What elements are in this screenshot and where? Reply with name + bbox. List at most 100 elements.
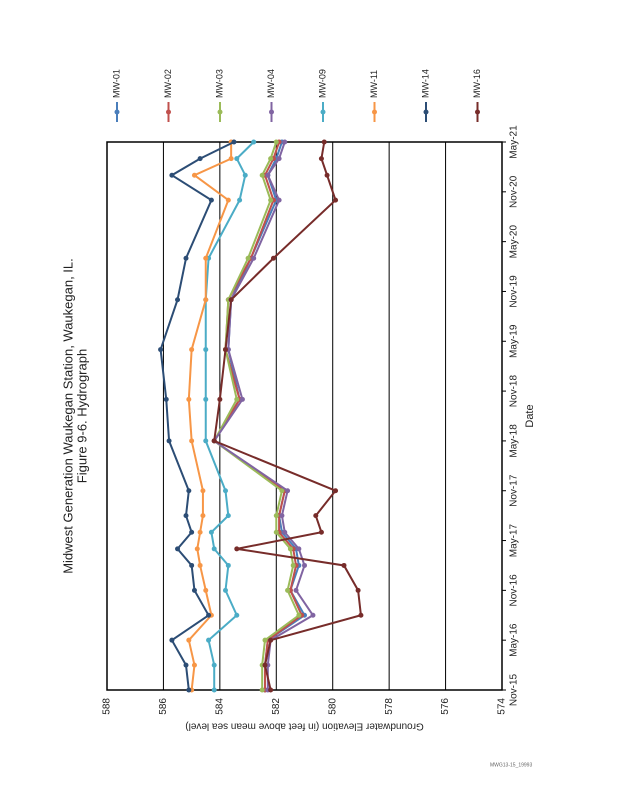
data-point bbox=[341, 562, 347, 568]
legend-marker bbox=[423, 109, 429, 115]
data-point bbox=[183, 513, 189, 519]
data-point bbox=[223, 488, 228, 494]
data-point bbox=[268, 687, 274, 693]
plot-border bbox=[106, 141, 503, 691]
data-point bbox=[279, 513, 285, 519]
data-point bbox=[194, 546, 200, 552]
legend-marker bbox=[475, 109, 480, 115]
data-point bbox=[203, 396, 209, 402]
x-tick-label: May-17 bbox=[509, 523, 520, 557]
data-point bbox=[324, 172, 330, 178]
legend-label: MW-11 bbox=[369, 70, 379, 98]
data-point bbox=[287, 546, 293, 552]
data-point bbox=[225, 197, 231, 203]
x-tick-label: Nov-17 bbox=[509, 474, 520, 507]
legend-label: MW-14 bbox=[420, 69, 430, 98]
legend-marker bbox=[320, 109, 326, 115]
data-point bbox=[318, 156, 324, 162]
data-point bbox=[276, 197, 282, 203]
data-point bbox=[234, 396, 240, 402]
y-tick-label: 574 bbox=[497, 698, 508, 715]
x-tick-label: Nov-18 bbox=[509, 375, 520, 408]
data-point bbox=[302, 562, 307, 568]
data-point bbox=[282, 529, 288, 535]
data-point bbox=[200, 488, 206, 494]
data-point bbox=[206, 637, 212, 643]
data-point bbox=[245, 255, 251, 261]
data-point bbox=[223, 347, 228, 353]
data-point bbox=[251, 255, 257, 261]
data-point bbox=[282, 139, 288, 145]
y-tick-label: 578 bbox=[384, 698, 395, 715]
data-point bbox=[296, 612, 302, 618]
data-point bbox=[268, 197, 274, 203]
data-point bbox=[186, 488, 192, 494]
data-point bbox=[183, 662, 189, 668]
data-point bbox=[186, 687, 192, 693]
data-point bbox=[208, 197, 214, 203]
chart-title: Figure 9-6. Hydrograph bbox=[74, 349, 89, 483]
legend-marker bbox=[166, 109, 171, 115]
data-point bbox=[186, 637, 192, 643]
data-point bbox=[293, 587, 299, 593]
data-point bbox=[242, 172, 248, 178]
data-point bbox=[239, 396, 245, 402]
y-tick-label: 584 bbox=[214, 698, 225, 715]
x-tick-label: Nov-20 bbox=[509, 175, 520, 208]
y-axis-label: Groundwater Elevation (in feet above mea… bbox=[185, 720, 423, 731]
data-point bbox=[313, 513, 319, 519]
data-point bbox=[285, 488, 291, 494]
y-tick-label: 582 bbox=[271, 698, 282, 715]
data-point bbox=[189, 529, 195, 535]
data-point bbox=[273, 529, 279, 535]
data-point bbox=[262, 662, 268, 668]
data-point bbox=[285, 587, 291, 593]
data-point bbox=[163, 396, 169, 402]
data-point bbox=[203, 347, 209, 353]
data-point bbox=[183, 255, 189, 261]
data-point bbox=[333, 197, 339, 203]
data-point bbox=[237, 197, 243, 203]
data-point bbox=[321, 139, 327, 145]
legend-label: MW-09 bbox=[317, 69, 327, 98]
y-tick-label: 586 bbox=[158, 698, 169, 715]
y-tick-label: 576 bbox=[440, 698, 451, 715]
x-tick-label: May-18 bbox=[509, 424, 520, 458]
series-line bbox=[213, 141, 363, 691]
data-point bbox=[217, 396, 223, 402]
legend-marker bbox=[114, 109, 120, 115]
data-point bbox=[175, 546, 181, 552]
series-line bbox=[159, 141, 235, 691]
data-point bbox=[259, 172, 265, 178]
legend-marker bbox=[269, 109, 274, 115]
data-point bbox=[358, 612, 364, 618]
data-point bbox=[191, 662, 197, 668]
x-tick-label: May-20 bbox=[509, 225, 520, 259]
data-point bbox=[189, 347, 195, 353]
data-point bbox=[208, 529, 214, 535]
series-line bbox=[187, 142, 233, 691]
data-point bbox=[234, 612, 240, 618]
legend-marker bbox=[217, 109, 223, 115]
data-point bbox=[225, 513, 231, 519]
x-tick-label: May-21 bbox=[509, 125, 520, 159]
data-point bbox=[296, 546, 302, 552]
legend-label: MW-01 bbox=[111, 69, 121, 98]
data-point bbox=[197, 562, 203, 568]
data-point bbox=[270, 255, 276, 261]
data-point bbox=[203, 438, 209, 444]
x-tick-label: May-16 bbox=[509, 623, 520, 657]
y-tick-label: 588 bbox=[102, 698, 113, 715]
legend-marker bbox=[372, 109, 377, 115]
data-point bbox=[206, 612, 212, 618]
data-point bbox=[203, 255, 209, 261]
x-tick-label: Nov-16 bbox=[509, 574, 520, 607]
data-point bbox=[265, 172, 271, 178]
data-point bbox=[200, 513, 206, 519]
data-point bbox=[203, 587, 209, 593]
rotated-chart: Midwest Generation Waukegan Station, Wau… bbox=[60, 69, 535, 731]
data-point bbox=[197, 529, 203, 535]
data-point bbox=[276, 156, 282, 162]
data-point bbox=[211, 546, 217, 552]
x-tick-label: Nov-19 bbox=[509, 275, 520, 308]
